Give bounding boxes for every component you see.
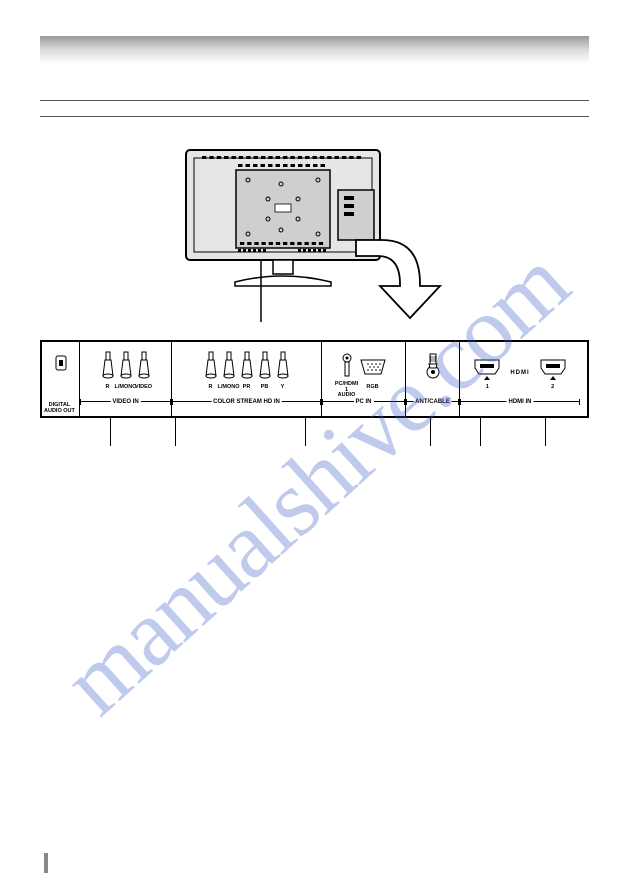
hdmi-center-label: HDMI: [510, 370, 529, 376]
jack-row: [42, 350, 79, 396]
jack-PR: PR: [240, 350, 254, 396]
jack-L/MONO: L/MONO: [119, 350, 133, 396]
jack-PB: PB: [258, 350, 272, 396]
section-label: COLOR STREAM HD IN: [211, 399, 282, 405]
section-bar: [42, 402, 79, 412]
section-bar: PC IN: [322, 401, 405, 412]
panel-section-hdmi_in: 1 HDMI 2 HDMI IN: [460, 342, 580, 416]
jack-R: R: [204, 350, 218, 396]
callout-tick: [110, 418, 111, 446]
jack-row: [406, 350, 459, 396]
page-number-marker: [44, 853, 48, 873]
jack-label: PB: [261, 384, 269, 390]
section-bar: HDMI IN: [460, 401, 580, 412]
section-label: VIDEO IN: [110, 399, 140, 405]
panel-section-pc_in: PC/HDMI 1AUDIO RGB PC IN: [322, 342, 406, 416]
jack-optical: [54, 350, 68, 396]
jack-2: 2: [538, 350, 568, 396]
rule-1: [40, 100, 589, 101]
jack-label: 2: [551, 384, 554, 390]
jack-label: Y: [281, 384, 285, 390]
jack-coax: [424, 350, 442, 396]
header-banner: [40, 36, 589, 64]
jack-label: L/MONO: [115, 384, 137, 390]
jack-L/MONO: L/MONO: [222, 350, 236, 396]
section-label: PC IN: [353, 399, 373, 405]
jack-row: PC/HDMI 1AUDIO RGB: [322, 350, 405, 396]
connector-panel: DIGITALAUDIO OUT R L/MONO VIDEO VIDEO IN: [40, 340, 589, 418]
jack-label: R: [209, 384, 213, 390]
jack-label: 1: [486, 384, 489, 390]
section-bar: ANT/CABLE: [406, 401, 459, 412]
jack-Y: Y: [276, 350, 290, 396]
section-label: ANT/CABLE: [413, 399, 452, 405]
callout-tick: [175, 418, 176, 446]
panel-section-digital_audio_out: DIGITALAUDIO OUT: [42, 342, 80, 416]
jack-VIDEO: VIDEO: [137, 350, 151, 396]
panel-section-video_in: R L/MONO VIDEO VIDEO IN: [80, 342, 172, 416]
jack-label: VIDEO: [135, 384, 152, 390]
jack-row: 1 HDMI 2: [460, 350, 580, 396]
jack-label: RGB: [366, 384, 378, 390]
tv-rear-illustration: [178, 144, 458, 324]
callout-tick: [430, 418, 431, 446]
jack-R: R: [101, 350, 115, 396]
callout-tick: [480, 418, 481, 446]
jack-PC/HDMI 1 AUDIO: PC/HDMI 1AUDIO: [340, 350, 354, 396]
section-bar: VIDEO IN: [80, 401, 171, 412]
jack-label: PR: [243, 384, 251, 390]
section-bar: COLOR STREAM HD IN: [172, 401, 321, 412]
rule-2: [40, 116, 589, 117]
jack-row: R L/MONO PR PB Y: [172, 350, 321, 396]
jack-RGB: RGB: [358, 350, 388, 396]
panel-section-colorstream: R L/MONO PR PB Y COLOR STREAM HD IN: [172, 342, 322, 416]
section-label: HDMI IN: [507, 399, 534, 405]
manual-page: DIGITALAUDIO OUT R L/MONO VIDEO VIDEO IN: [0, 0, 629, 893]
jack-label: PC/HDMI 1AUDIO: [335, 382, 358, 399]
callout-tick: [545, 418, 546, 446]
callout-tick: [305, 418, 306, 446]
jack-1: 1: [472, 350, 502, 396]
jack-label: L/MONO: [218, 384, 240, 390]
jack-row: R L/MONO VIDEO: [80, 350, 171, 396]
panel-section-ant_cable: ANT/CABLE: [406, 342, 460, 416]
jack-label: R: [106, 384, 110, 390]
